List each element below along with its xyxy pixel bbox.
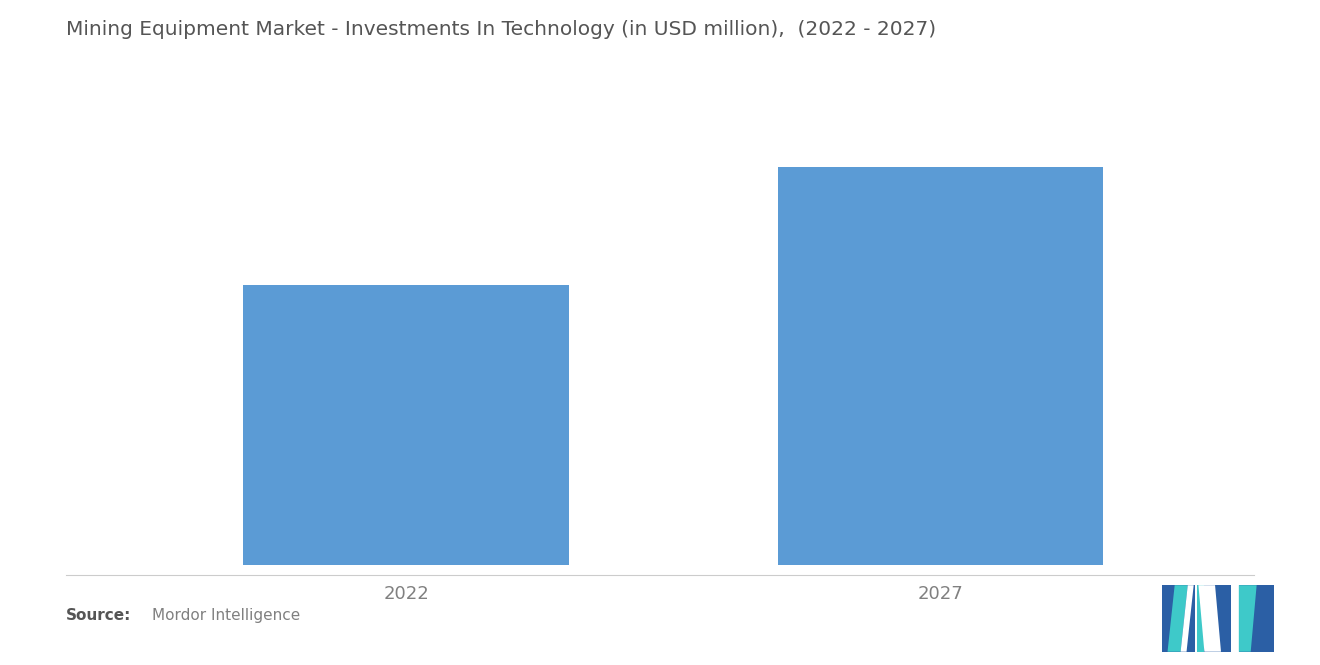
Polygon shape (1238, 585, 1274, 652)
Polygon shape (1180, 585, 1193, 652)
Polygon shape (1197, 585, 1204, 652)
Polygon shape (1162, 585, 1195, 652)
Bar (243, 285, 569, 565)
Polygon shape (1167, 585, 1188, 652)
Text: Mordor Intelligence: Mordor Intelligence (152, 608, 300, 622)
Text: Mining Equipment Market - Investments In Technology (in USD million),  (2022 - 2: Mining Equipment Market - Investments In… (66, 20, 936, 39)
Polygon shape (1197, 585, 1230, 652)
Bar (777, 168, 1104, 565)
Polygon shape (1199, 585, 1221, 652)
Polygon shape (1238, 585, 1257, 652)
Text: Source:: Source: (66, 608, 132, 622)
